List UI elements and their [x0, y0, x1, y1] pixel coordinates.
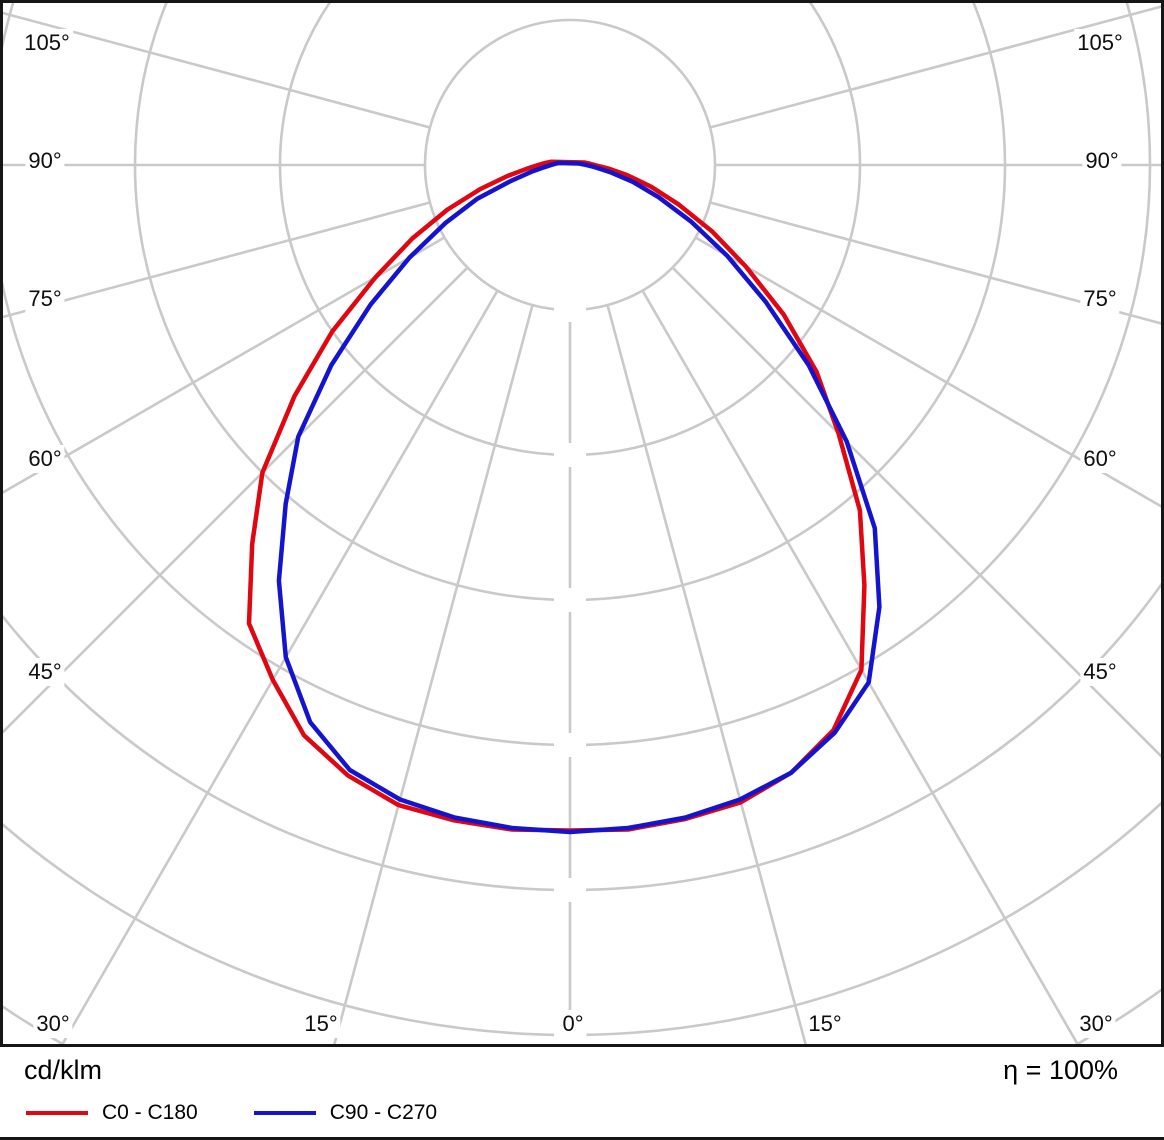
polar-plot-area: 105° 90° 75° 60° 45° 30° 105° 90° 75° 60° 45° 30° 15…	[0, 0, 1164, 1047]
angle-label: 30°	[1076, 1010, 1116, 1038]
angle-label: 15°	[805, 1010, 845, 1038]
angle-label: 90°	[25, 147, 65, 175]
efficiency-label: η = 100%	[1003, 1055, 1118, 1085]
angle-label: 75°	[1080, 285, 1120, 313]
curve-c90-c270	[276, 160, 882, 835]
angle-label: 15°	[301, 1010, 341, 1038]
angle-label: 75°	[25, 285, 65, 313]
angle-label-layer: 105° 90° 75° 60° 45° 30° 105° 90° 75° 60° 45° 30° 15…	[3, 3, 1161, 1044]
angle-label: 30°	[33, 1010, 73, 1038]
legend-swatch-c90-c270	[253, 1111, 316, 1115]
legend-swatch-c0-c180	[26, 1111, 88, 1115]
angle-label: 45°	[25, 658, 65, 686]
angle-label: 105°	[21, 29, 73, 57]
angle-label: 60°	[25, 445, 65, 473]
angle-label: 105°	[1074, 29, 1126, 57]
legend: C0 - C180 C90 - C270	[26, 1101, 437, 1125]
angle-label: 60°	[1080, 445, 1120, 473]
angle-label: 90°	[1082, 147, 1122, 175]
legend-item-c90: C90 - C270	[253, 1101, 438, 1125]
legend-label-c90-c270: C90 - C270	[329, 1101, 438, 1124]
angle-label: 0°	[559, 1010, 587, 1038]
unit-label: cd/klm	[24, 1055, 103, 1085]
footer: cd/klm η = 100% C0 - C180 C90 - C270	[0, 1047, 1164, 1140]
legend-label-c0-c180: C0 - C180	[102, 1101, 198, 1124]
legend-item-c0: C0 - C180	[26, 1101, 198, 1125]
angle-label: 45°	[1080, 658, 1120, 686]
